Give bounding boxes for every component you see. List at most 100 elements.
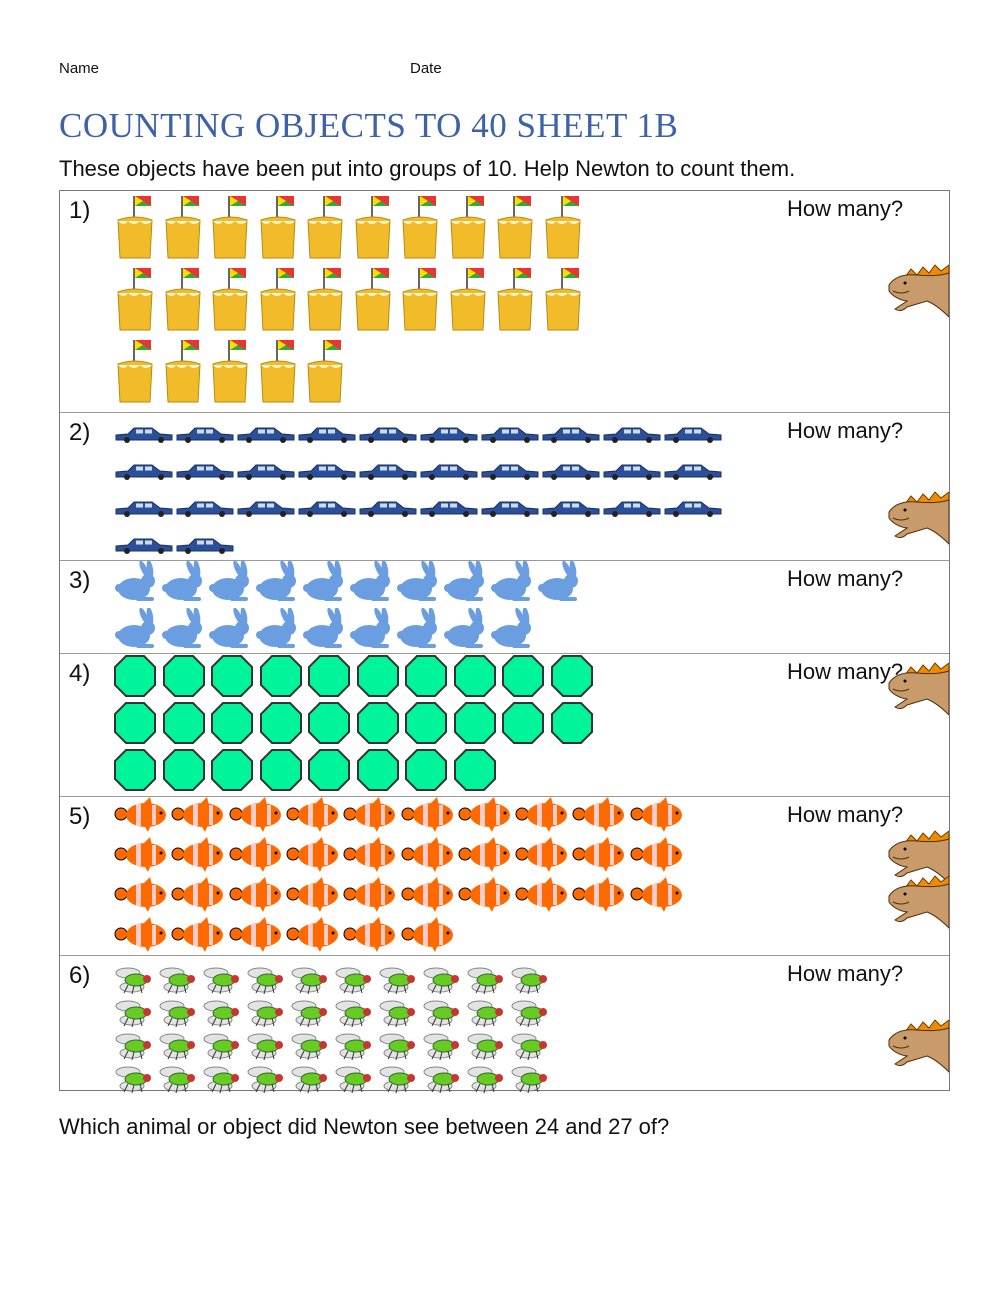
how-many-prompt: How many? [787,196,904,221]
fly-icon [202,1031,242,1066]
clownfish-icon [401,917,459,958]
octagon-icon [501,654,545,703]
clownfish-icon [458,877,516,918]
clownfish-icon [343,917,401,958]
fly-icon [290,1031,330,1066]
sandcastle-icon [542,194,584,265]
clownfish-icon [630,797,688,838]
fly-icon [422,1031,462,1066]
octagon-icon [453,654,497,703]
how-many-prompt: How many? [787,566,904,591]
fly-icon [202,965,242,1000]
fly-icon [334,965,374,1000]
sandcastle-icon [257,338,299,409]
car-icon [602,425,662,448]
car-icon [175,499,235,522]
clownfish-icon [515,797,573,838]
octagon-icon [356,701,400,750]
car-icon [663,425,723,448]
car-icon [236,499,296,522]
sandcastle-icon [304,338,346,409]
fly-icon [114,965,154,1000]
newton-lizard-icon [887,1016,950,1078]
clownfish-icon [458,797,516,838]
octagon-icon [210,654,254,703]
fly-icon [246,1064,286,1099]
car-icon [541,425,601,448]
section-2: 2) How many? [60,412,950,560]
fly-icon [246,965,286,1000]
clownfish-icon [458,837,516,878]
clownfish-icon [630,877,688,918]
octagon-icon [453,748,497,797]
fly-icon [510,1064,550,1099]
car-icon [114,462,174,485]
sandcastle-icon [494,266,536,337]
car-icon [480,425,540,448]
car-icon [602,499,662,522]
fly-icon [378,1031,418,1066]
car-icon [358,462,418,485]
newton-lizard-icon [887,872,950,934]
octagon-icon [259,748,303,797]
section-6: 6) How many? [60,955,950,1094]
car-icon [297,425,357,448]
clownfish-icon [229,837,287,878]
clownfish-icon [630,837,688,878]
octagon-icon [210,701,254,750]
car-icon [114,536,174,559]
clownfish-icon [343,837,401,878]
rabbit-icon [208,607,254,655]
car-icon [480,499,540,522]
clownfish-icon [572,837,630,878]
rabbit-icon [302,560,348,608]
fly-icon [114,1064,154,1099]
question-number: 4) [69,660,91,687]
sandcastle-icon [114,338,156,409]
octagon-icon [501,701,545,750]
fly-icon [158,1064,198,1099]
car-icon [114,499,174,522]
fly-icon [422,998,462,1033]
car-icon [236,462,296,485]
fly-icon [114,1031,154,1066]
clownfish-icon [343,877,401,918]
octagon-icon [162,654,206,703]
clownfish-icon [171,837,229,878]
octagon-icon [259,654,303,703]
fly-icon [510,965,550,1000]
sandcastle-icon [352,194,394,265]
fly-icon [202,998,242,1033]
sandcastle-icon [257,194,299,265]
fly-icon [246,998,286,1033]
how-many-prompt: How many? [787,418,904,443]
car-icon [541,462,601,485]
car-icon [358,425,418,448]
newton-lizard-icon [887,827,950,889]
sandcastle-icon [162,266,204,337]
car-icon [175,425,235,448]
how-many-prompt: How many? [787,802,904,827]
rabbit-icon [349,560,395,608]
fly-icon [466,965,506,1000]
clownfish-icon [286,797,344,838]
octagon-icon [307,701,351,750]
clownfish-icon [401,797,459,838]
clownfish-icon [114,797,172,838]
car-icon [419,425,479,448]
octagon-icon [162,748,206,797]
clownfish-icon [515,837,573,878]
sandcastle-icon [352,266,394,337]
fly-icon [510,1031,550,1066]
rabbit-icon [114,560,160,608]
octagon-icon [113,748,157,797]
car-icon [297,499,357,522]
car-icon [419,462,479,485]
sandcastle-icon [447,194,489,265]
clownfish-icon [286,877,344,918]
clownfish-icon [114,877,172,918]
sandcastle-icon [542,266,584,337]
fly-icon [466,1031,506,1066]
final-question: Which animal or object did Newton see be… [59,1114,670,1139]
